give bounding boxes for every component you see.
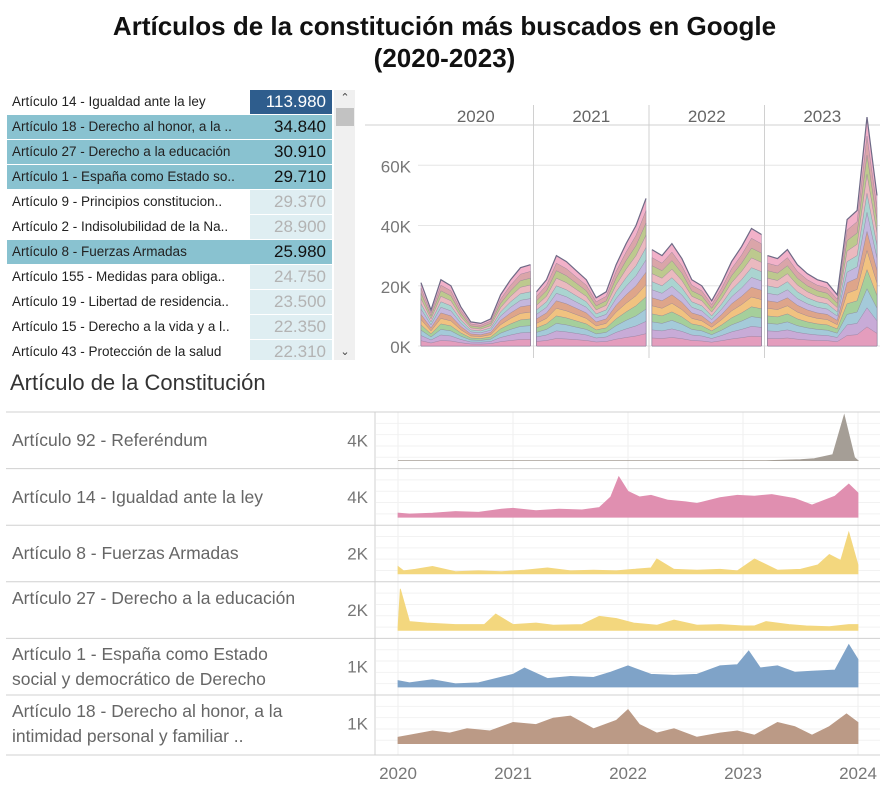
ranking-value: 30.910 [250,140,332,164]
ranking-label: Artículo 1 - España como Estado so.. [7,165,255,189]
ranking-value: 34.840 [250,115,332,139]
ranking-scrollbar[interactable]: ⌃ ⌄ [334,90,355,360]
series-label: Artículo 27 - Derecho a la educación [12,587,296,608]
x-tick: 2023 [724,764,762,783]
ranking-value: 28.900 [250,215,332,239]
chart-title: Artículos de la constitución más buscado… [0,10,889,74]
ranking-label: Artículo 19 - Libertad de residencia.. [12,294,229,309]
ranking-label: Artículo 2 - Indisolubilidad de la Na.. [12,219,229,234]
x-tick: 2020 [379,764,417,783]
ranking-row[interactable]: Artículo 2 - Indisolubilidad de la Na.. 2… [7,215,332,239]
title-line-2: (2020-2023) [373,43,516,73]
ranking-row[interactable]: Artículo 9 - Principios constitucion.. 29… [7,190,332,214]
ranking-row[interactable]: Artículo 8 - Fuerzas Armadas 25.980 [7,240,332,264]
scrollbar-thumb[interactable] [336,108,354,126]
row-y-tick: 2K [347,545,368,564]
ranking-label: Artículo 27 - Derecho a la educación [7,140,255,164]
series-label: Artículo 18 - Derecho al honor, a la int… [12,701,283,746]
row-y-tick: 2K [347,601,368,620]
ranking-value: 113.980 [250,90,332,114]
series-area [397,709,859,744]
ranking-row[interactable]: Artículo 14 - Igualdad ante la ley 113.98… [7,90,332,114]
row-y-tick: 1K [347,714,368,733]
row-y-tick: 4K [347,488,368,507]
ranking-table: ⌃ ⌄ Artículo 14 - Igualdad ante la ley 11… [7,90,355,360]
series-label: Artículo 14 - Igualdad ante la ley [12,486,263,507]
series-area [397,475,859,518]
ranking-row[interactable]: Artículo 18 - Derecho al honor, a la .. 3… [7,115,332,139]
ranking-label: Artículo 9 - Principios constitucion.. [12,194,223,209]
ranking-label: Artículo 14 - Igualdad ante la ley [12,94,206,109]
series-area [397,530,859,575]
ranking-value: 24.750 [250,265,332,289]
ranking-label: Artículo 155 - Medidas para obliga.. [12,269,226,284]
x-tick: 2024 [839,764,877,783]
section-title: Artículo de la Constitución [10,370,266,395]
row-y-tick: 1K [347,658,368,677]
ranking-row[interactable]: Artículo 43 - Protección de la salud 22.3… [7,340,332,360]
ranking-row[interactable]: Artículo 19 - Libertad de residencia.. 23… [7,290,332,314]
ranking-value: 25.980 [250,240,332,264]
ranking-row[interactable]: Artículo 27 - Derecho a la educación 30.9… [7,140,332,164]
series-label: Artículo 92 - Referéndum [12,430,208,450]
ranking-label: Artículo 43 - Protección de la salud [12,344,222,359]
x-tick: 2022 [609,764,647,783]
ranking-value: 29.370 [250,190,332,214]
row-y-tick: 4K [347,431,368,450]
ranking-value: 22.350 [250,315,332,339]
series-label: Artículo 8 - Fuerzas Armadas [12,543,239,564]
ranking-label: Artículo 18 - Derecho al honor, a la .. [7,115,255,139]
ranking-row[interactable]: Artículo 1 - España como Estado so.. 29.7… [7,165,332,189]
ranking-value: 23.500 [250,290,332,314]
ranking-value: 29.710 [250,165,332,189]
ranking-row[interactable]: Artículo 15 - Derecho a la vida y a l.. 2… [7,315,332,339]
chevron-down-icon[interactable]: ⌄ [340,346,350,358]
x-tick: 2021 [494,764,532,783]
ranking-label: Artículo 8 - Fuerzas Armadas [7,240,255,264]
series-label: Artículo 1 - España como Estado social y… [12,644,268,690]
title-line-1: Artículos de la constitución más buscado… [112,11,777,41]
ranking-row[interactable]: Artículo 155 - Medidas para obliga.. 24.7… [7,265,332,289]
ranking-label: Artículo 15 - Derecho a la vida y a l.. [12,319,230,334]
series-area [397,588,859,631]
chevron-up-icon[interactable]: ⌃ [340,92,350,104]
series-area [398,413,860,461]
ranking-value: 22.310 [250,340,332,360]
series-area [397,643,859,688]
